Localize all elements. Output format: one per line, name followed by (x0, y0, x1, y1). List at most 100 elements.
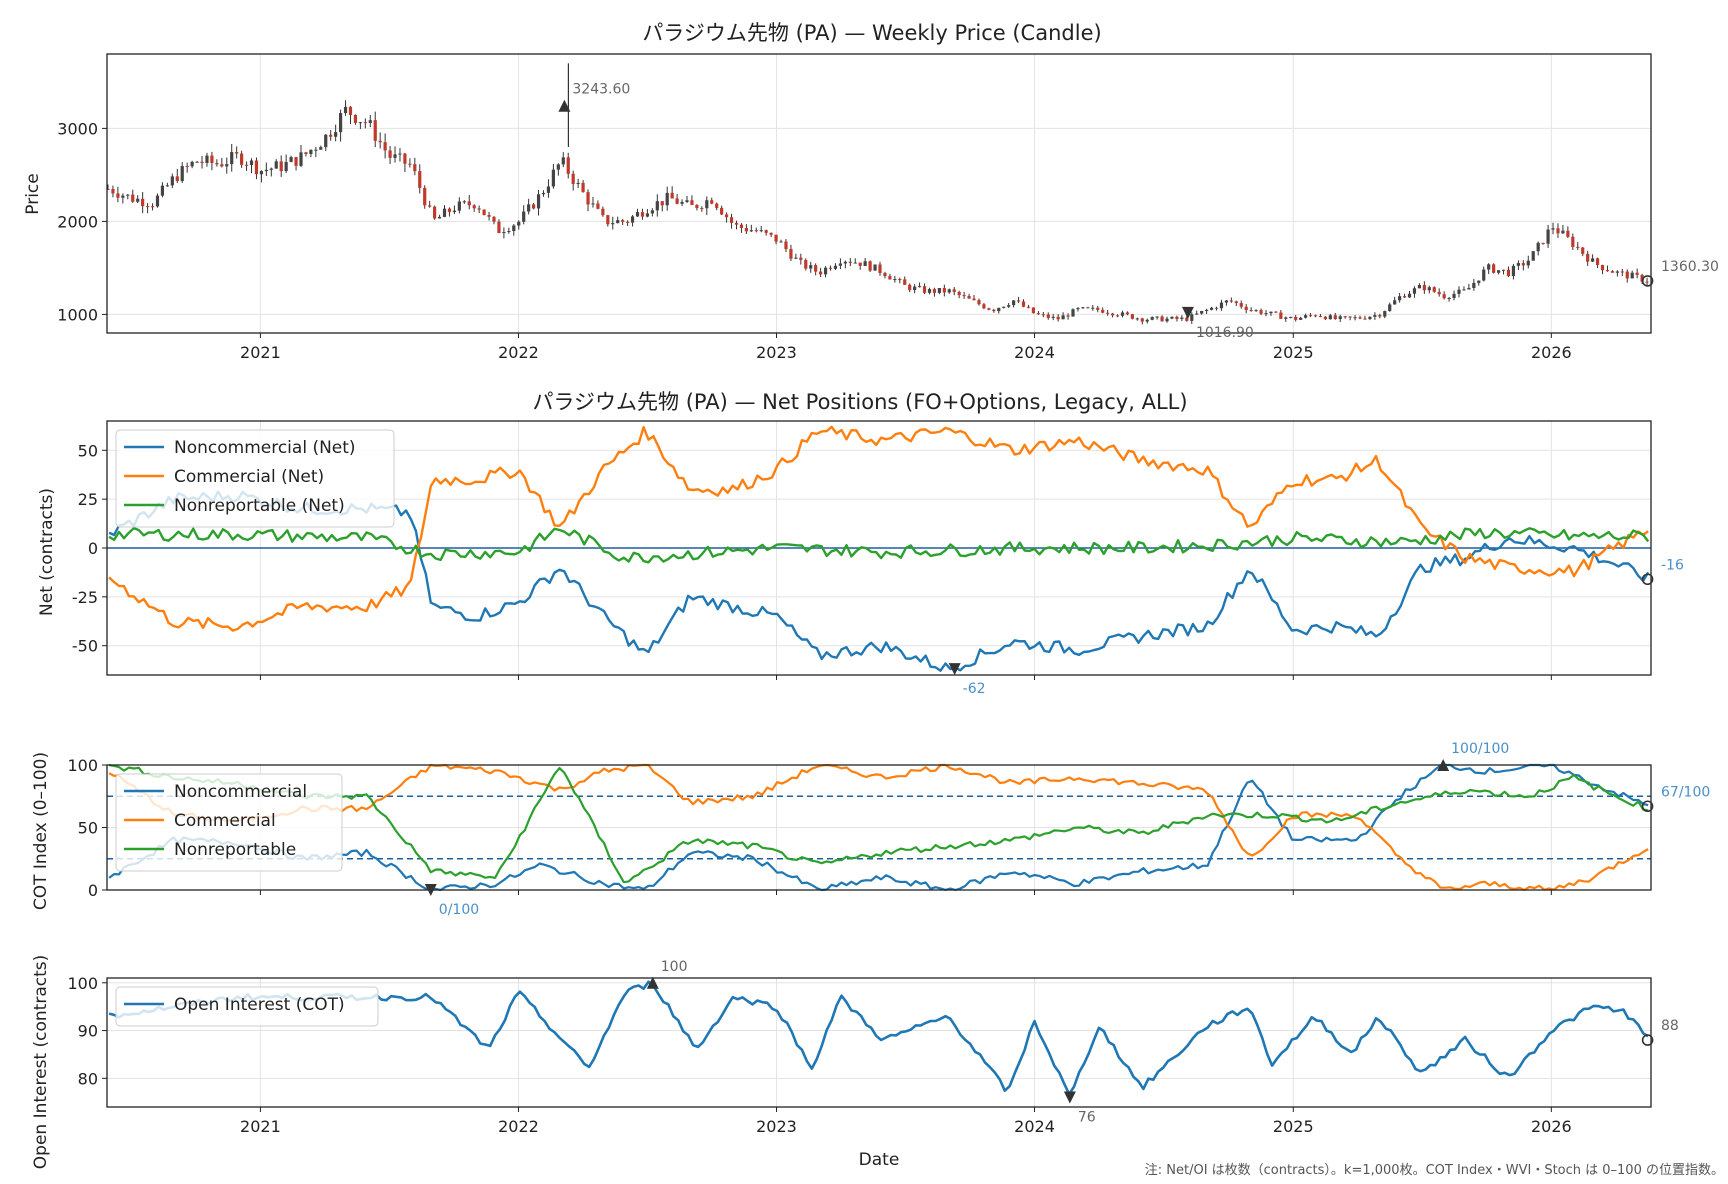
candle-body (843, 261, 847, 264)
candle-body (546, 186, 551, 193)
candle-body (1343, 316, 1347, 318)
candle-body (1511, 265, 1516, 277)
candle-body (1492, 264, 1496, 273)
candle-body (774, 234, 778, 242)
candle-body (1318, 316, 1323, 318)
candle-body (794, 257, 798, 259)
candle-body (1556, 228, 1560, 234)
candle-body (972, 298, 976, 301)
candle-body (264, 169, 268, 172)
candle-body (408, 163, 412, 165)
candle-body (893, 279, 897, 281)
y-tick-label: 100 (67, 974, 98, 993)
candle-body (1279, 312, 1283, 319)
candle-body (927, 289, 932, 293)
candle-body (635, 212, 640, 217)
x-tick-label: 2022 (498, 343, 539, 362)
candle-body (447, 208, 452, 213)
candle-body (720, 207, 724, 215)
candle-body (289, 157, 293, 162)
candle-body (962, 295, 966, 297)
candle-body (1328, 315, 1332, 320)
candle-body (992, 309, 996, 312)
candle-body (789, 249, 793, 259)
y-tick-label: 100 (67, 756, 98, 775)
candle-body (1333, 315, 1337, 320)
candle-body (1031, 307, 1036, 314)
candle-body (1541, 242, 1545, 244)
min-label: -62 (963, 681, 986, 697)
candle-body (853, 262, 857, 264)
net-panel-title: パラジウム先物 (PA) — Net Positions (FO+Options… (532, 390, 1187, 414)
candle-body (1625, 271, 1629, 279)
candle-body (561, 157, 565, 165)
candle-body (571, 173, 575, 184)
candle-body (502, 232, 506, 234)
candle-body (1185, 317, 1189, 321)
candle-body (1615, 271, 1619, 273)
candle-body (556, 164, 560, 170)
candle-body (116, 193, 120, 198)
candle-body (1427, 287, 1431, 291)
candle-body (1051, 316, 1055, 318)
candle-body (1521, 263, 1525, 266)
candle-body (665, 192, 669, 206)
candle-body (1482, 269, 1486, 281)
candle-body (1487, 264, 1491, 270)
candle-body (1437, 291, 1441, 295)
candle-body (680, 201, 684, 204)
candle-body (1447, 298, 1451, 300)
x-tick-label: 2025 (1273, 343, 1314, 362)
candle-body (319, 147, 323, 150)
candle-body (734, 222, 739, 225)
candle-body (215, 162, 219, 165)
candle-body (1036, 313, 1040, 315)
max-label: 100 (661, 959, 688, 975)
candle-body (1308, 315, 1313, 317)
y-tick-label: 25 (78, 490, 98, 509)
candle-body (314, 149, 318, 151)
candle-body (1363, 318, 1367, 320)
last-marker (1641, 573, 1654, 586)
candle-body (1457, 289, 1461, 294)
candle-body (1081, 307, 1085, 309)
candle-body (244, 164, 249, 166)
candle-body (1422, 285, 1426, 291)
candle-body (1373, 315, 1377, 317)
candle-body (1398, 296, 1402, 301)
max-marker (646, 976, 659, 989)
min-label: 0/100 (439, 902, 479, 918)
candle-body (1180, 317, 1184, 319)
max-marker (1437, 759, 1450, 771)
candle-body (1101, 309, 1105, 313)
candle-body (903, 279, 907, 285)
candle-body (922, 286, 927, 293)
candle-body (1115, 315, 1120, 317)
candle-body (868, 261, 872, 271)
candle-body (779, 241, 783, 243)
candle-body (254, 160, 259, 175)
candle-body (512, 225, 516, 232)
candle-body (1269, 311, 1273, 314)
candle-body (739, 224, 744, 228)
candle-body (982, 304, 986, 309)
candle-body (1264, 313, 1268, 315)
candle-body (591, 203, 595, 205)
candle-body (1219, 302, 1224, 309)
candle-body (1561, 230, 1565, 234)
candle-body (621, 220, 625, 222)
candle-body (947, 289, 951, 293)
candle-body (611, 223, 615, 225)
candle-body (437, 216, 442, 219)
candle-body (1472, 282, 1476, 288)
candle-body (230, 152, 234, 165)
candle-body (145, 206, 150, 208)
candle-body (606, 215, 610, 225)
candle-body (1610, 271, 1615, 273)
legend-label: Noncommercial (174, 782, 307, 802)
candle-body (1452, 293, 1456, 299)
x-tick-label: 2021 (240, 1117, 281, 1136)
candle-body (626, 221, 630, 223)
candle-body (1412, 288, 1417, 294)
